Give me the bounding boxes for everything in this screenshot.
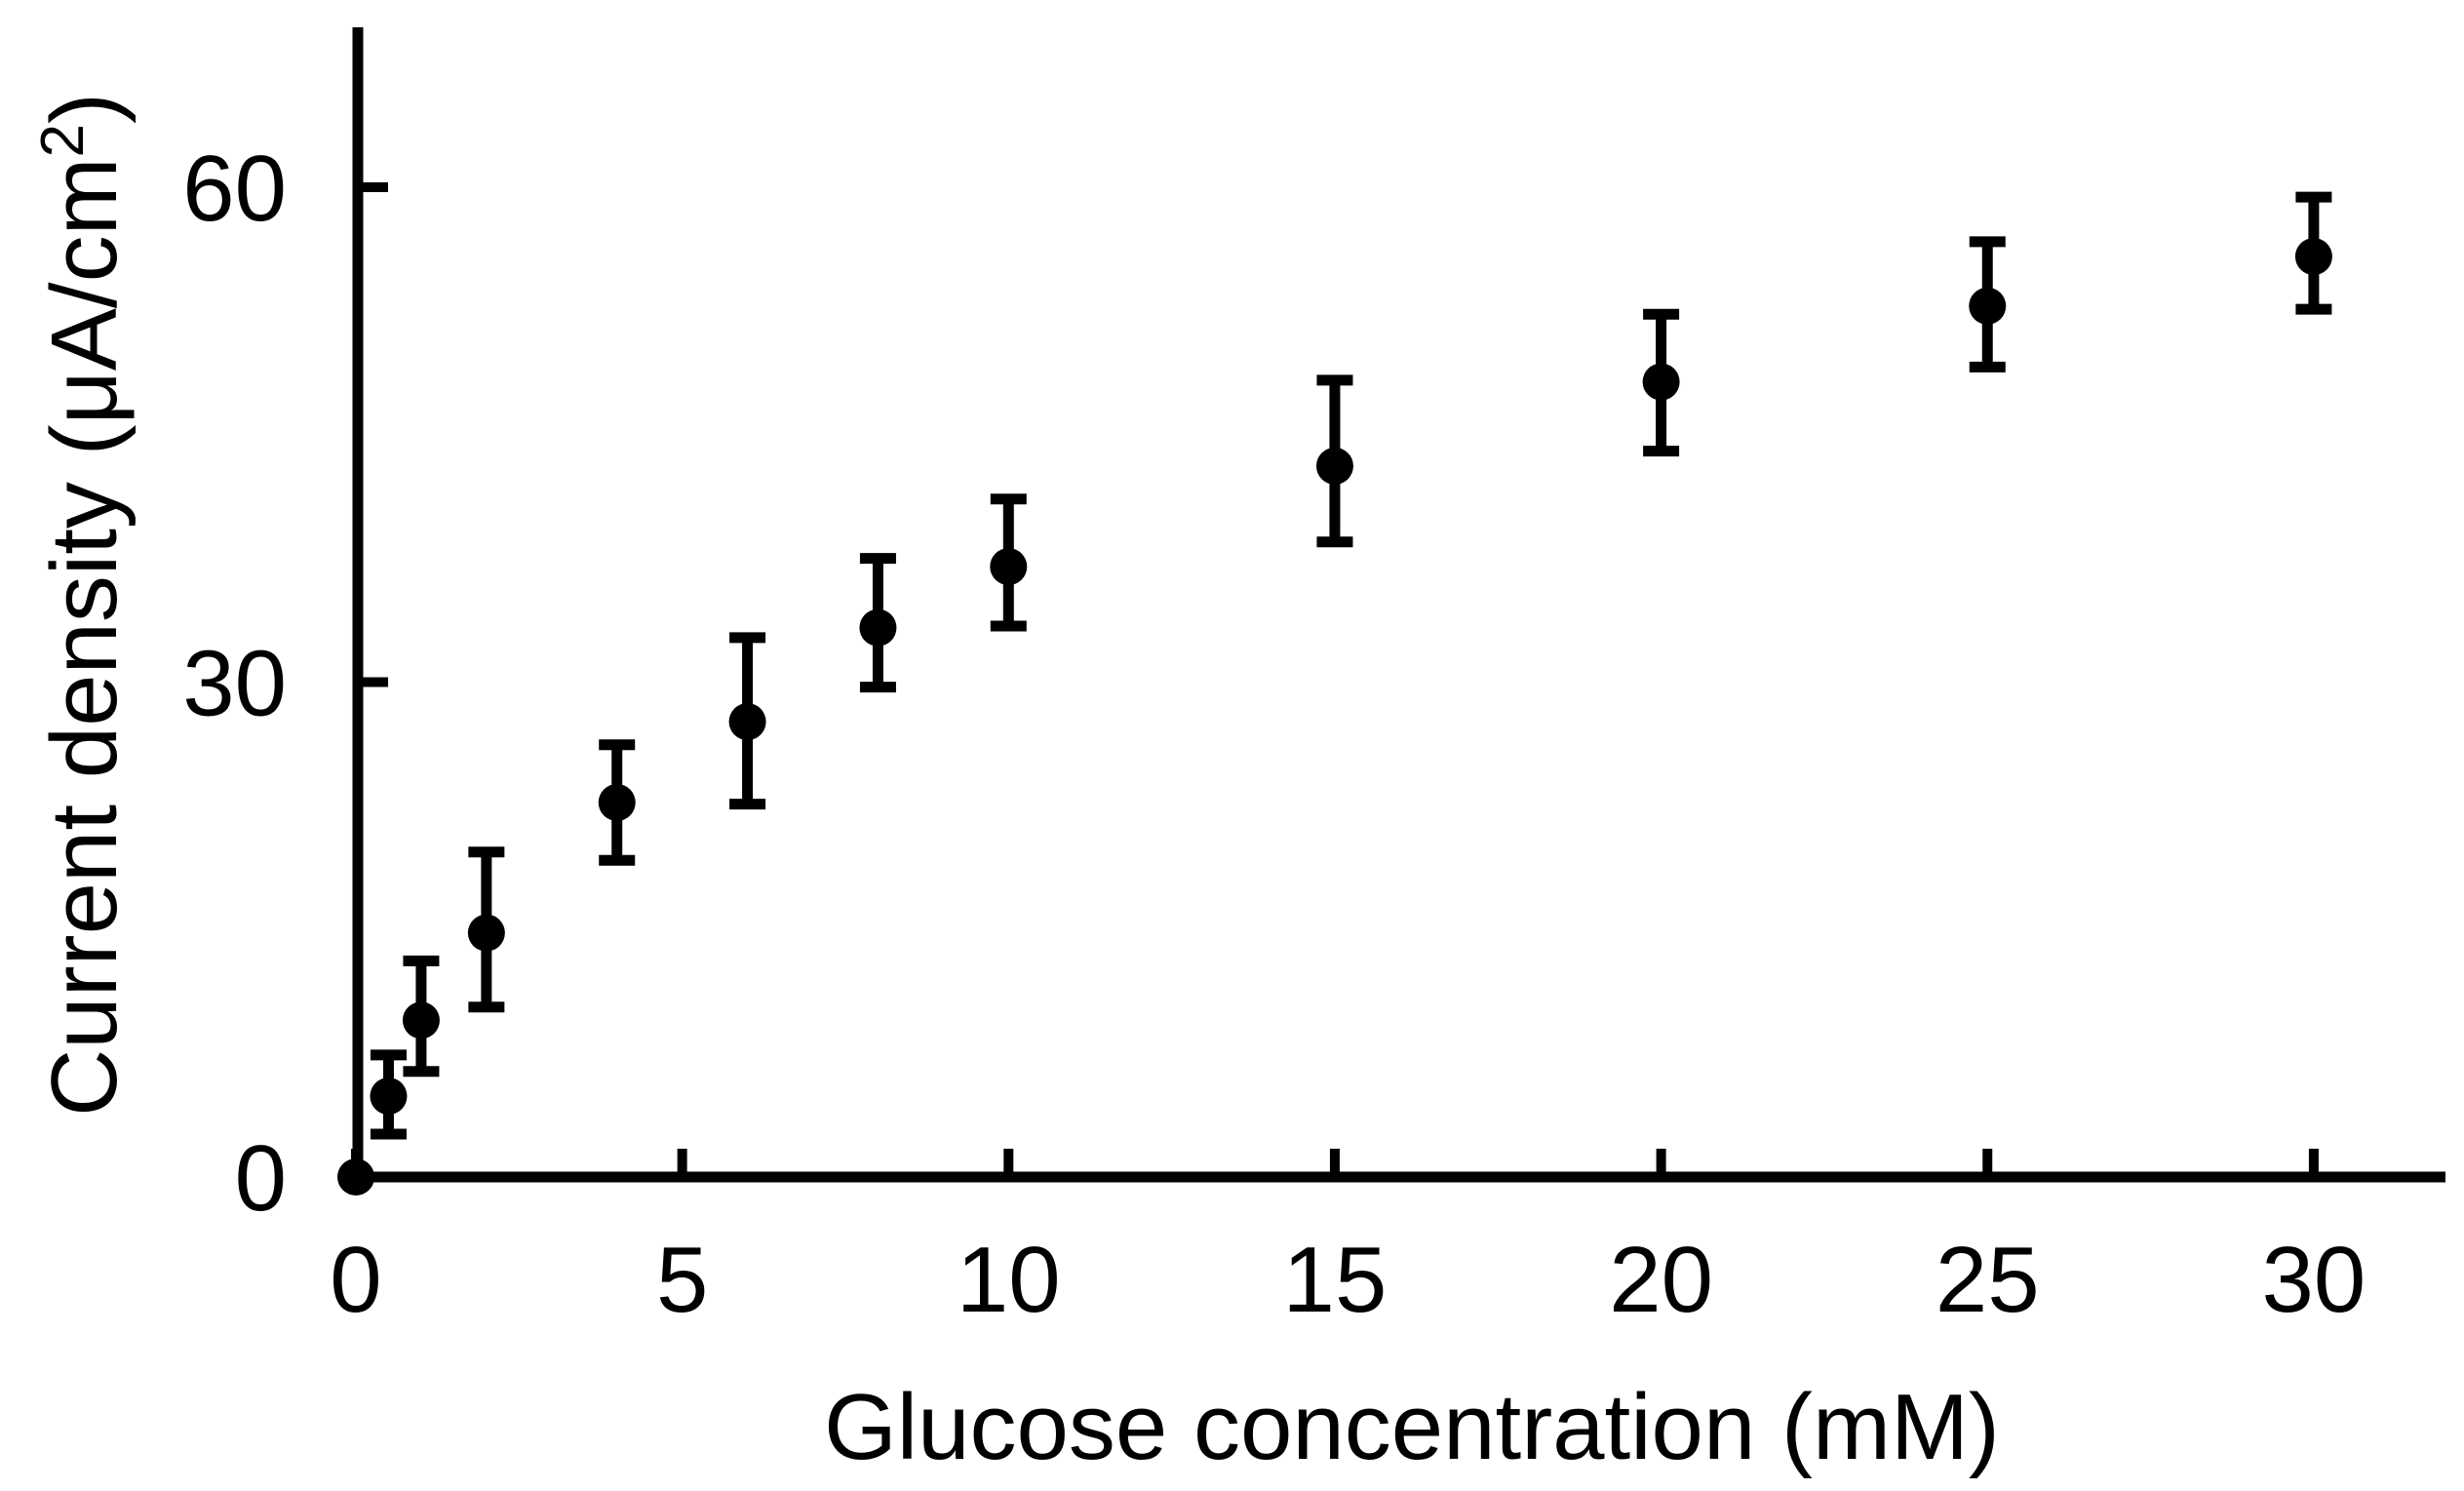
- plot-axes: [352, 27, 2445, 1183]
- data-point-marker: [728, 703, 766, 741]
- axis-ticks: [351, 181, 2319, 1182]
- data-point-marker: [1969, 287, 2007, 325]
- x-tick-label: 30: [2262, 1228, 2366, 1332]
- data-point-marker: [337, 1158, 374, 1196]
- data-point-marker: [370, 1078, 408, 1116]
- error-bars: [370, 191, 2332, 1140]
- x-tick-label: 10: [957, 1228, 1061, 1332]
- data-point-marker: [402, 1001, 440, 1040]
- y-tick-label: 30: [182, 631, 287, 735]
- x-tick-label: 25: [1936, 1228, 2040, 1332]
- x-tick-label: 5: [656, 1228, 708, 1332]
- y-tick-label: 60: [182, 137, 287, 241]
- x-axis-title: Glucose concentration (mM): [824, 1375, 2000, 1479]
- data-point-marker: [598, 783, 636, 821]
- x-tick-label: 0: [330, 1228, 381, 1332]
- data-point-marker: [1642, 363, 1680, 401]
- data-point-marker: [1315, 447, 1353, 485]
- data-point-marker: [990, 548, 1028, 586]
- y-axis-title: Current density (μA/cm2): [29, 93, 137, 1117]
- data-point-marker: [859, 608, 897, 647]
- data-point-marker: [467, 914, 505, 952]
- tick-labels: 0 30 60 0 5 10 15 20 25 30: [182, 137, 2366, 1332]
- data-point-marker: [2294, 238, 2332, 276]
- x-tick-label: 15: [1283, 1228, 1388, 1332]
- data-points: [337, 238, 2332, 1196]
- x-tick-label: 20: [1609, 1228, 1713, 1332]
- y-tick-label: 0: [235, 1126, 287, 1231]
